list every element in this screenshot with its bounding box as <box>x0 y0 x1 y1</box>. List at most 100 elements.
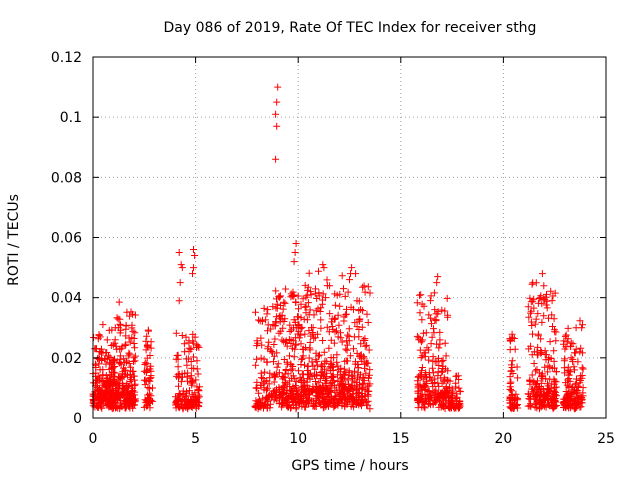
data-point <box>284 402 291 410</box>
data-point <box>436 336 444 344</box>
data-point <box>441 376 449 384</box>
data-point <box>445 404 453 412</box>
data-point <box>336 302 344 310</box>
data-point <box>253 337 261 345</box>
data-point <box>175 297 183 305</box>
data-point <box>329 373 337 381</box>
data-point <box>570 388 578 396</box>
data-point <box>415 336 423 344</box>
data-point <box>344 288 352 296</box>
data-point <box>283 342 291 350</box>
data-point <box>305 371 313 378</box>
data-point <box>101 383 109 391</box>
data-point <box>330 354 338 362</box>
data-point <box>449 389 457 397</box>
data-point <box>104 400 111 408</box>
data-point <box>274 83 282 91</box>
data-point <box>333 351 341 359</box>
data-point <box>264 384 271 392</box>
data-point <box>287 326 295 334</box>
data-point <box>529 330 536 338</box>
data-point <box>562 331 570 339</box>
data-point <box>143 332 151 340</box>
data-point <box>272 313 280 321</box>
data-point <box>271 387 279 395</box>
data-point <box>563 399 571 407</box>
data-point <box>288 344 296 352</box>
data-point <box>129 387 137 394</box>
data-point <box>297 340 305 348</box>
data-point <box>96 348 104 355</box>
y-tick-label: 0.08 <box>51 170 82 186</box>
data-point <box>428 320 435 328</box>
x-tick-label: 25 <box>597 431 615 447</box>
data-point <box>530 304 538 312</box>
data-point <box>288 292 296 299</box>
data-point <box>290 396 298 403</box>
data-point <box>184 369 192 377</box>
data-point <box>506 336 514 344</box>
data-point <box>421 352 429 360</box>
data-point <box>271 371 278 379</box>
data-point <box>189 339 197 347</box>
data-point <box>364 319 372 326</box>
data-point <box>277 302 285 309</box>
data-point <box>534 377 541 385</box>
data-point <box>184 396 192 404</box>
data-point <box>429 383 437 391</box>
data-point <box>191 333 199 341</box>
data-point <box>264 306 272 314</box>
data-point <box>147 374 155 382</box>
data-point <box>507 378 515 386</box>
data-point <box>279 384 287 391</box>
data-point <box>269 303 277 311</box>
data-point <box>181 348 189 356</box>
data-point <box>420 329 428 337</box>
data-point <box>530 395 538 403</box>
data-point <box>323 323 331 331</box>
data-point <box>286 352 293 360</box>
data-point <box>364 401 372 409</box>
data-point <box>439 391 446 399</box>
data-point <box>193 383 201 391</box>
data-point <box>545 314 552 322</box>
data-point <box>425 396 433 404</box>
data-point <box>114 392 122 400</box>
data-point <box>549 323 556 330</box>
data-point <box>433 279 441 287</box>
data-point <box>332 399 340 406</box>
data-point <box>102 383 110 391</box>
data-point <box>297 300 305 308</box>
data-point <box>543 297 551 305</box>
data-point <box>341 402 349 410</box>
y-tick-labels: 0 0.02 0.04 0.06 0.08 0.1 0.12 <box>51 50 82 427</box>
data-point <box>366 289 374 297</box>
data-point <box>279 390 287 398</box>
data-point <box>301 403 309 411</box>
data-point <box>187 345 195 353</box>
data-point <box>323 357 331 365</box>
data-point <box>340 285 347 293</box>
data-point <box>433 396 441 404</box>
data-point <box>331 301 339 309</box>
data-point <box>111 355 118 363</box>
data-point <box>300 398 308 406</box>
data-point <box>436 328 444 336</box>
data-point <box>542 301 550 309</box>
data-point <box>551 377 559 385</box>
data-point <box>572 345 580 353</box>
data-point <box>301 382 308 390</box>
data-point <box>435 362 443 369</box>
data-point <box>292 334 300 342</box>
data-point <box>315 352 323 360</box>
data-point <box>346 276 353 284</box>
data-point <box>316 308 324 315</box>
data-point <box>543 304 551 312</box>
data-point <box>567 354 575 362</box>
data-point <box>446 394 454 402</box>
data-point <box>115 298 123 306</box>
data-point <box>528 371 536 379</box>
data-point <box>433 358 441 366</box>
data-point <box>144 384 152 391</box>
data-point <box>311 403 319 410</box>
